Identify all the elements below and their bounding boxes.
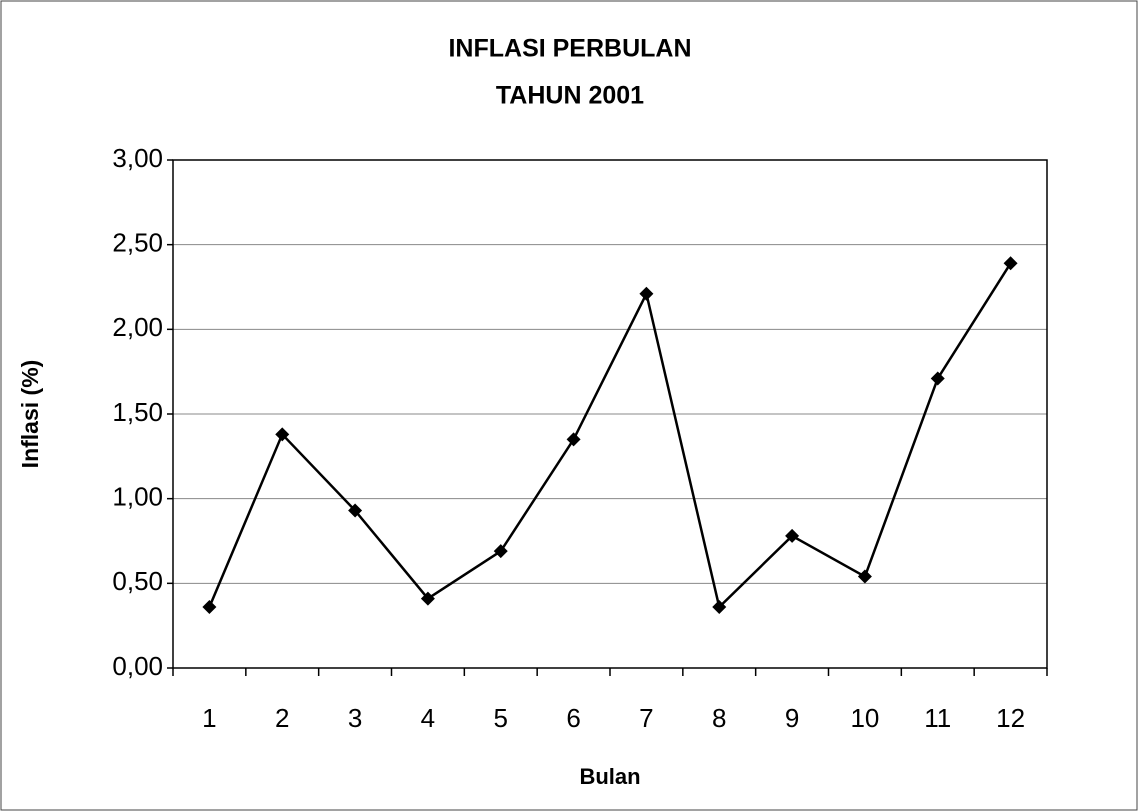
data-marker bbox=[712, 600, 727, 615]
y-tick-label: 0,00 bbox=[112, 651, 163, 681]
x-tick-label: 11 bbox=[924, 703, 951, 733]
data-marker bbox=[275, 427, 290, 442]
data-marker bbox=[1003, 256, 1018, 271]
y-tick-label: 2,00 bbox=[112, 312, 163, 342]
y-tick-label: 2,50 bbox=[112, 228, 163, 258]
x-tick-label: 8 bbox=[712, 703, 726, 733]
y-axis-label: Inflasi (%) bbox=[17, 360, 43, 469]
data-marker bbox=[493, 544, 508, 559]
data-line bbox=[208, 262, 1012, 610]
data-marker bbox=[930, 371, 945, 386]
y-tick-label: 3,00 bbox=[112, 143, 163, 173]
x-tick-label: 6 bbox=[566, 703, 580, 733]
x-tick-label: 10 bbox=[850, 703, 879, 733]
x-tick-label: 2 bbox=[275, 703, 289, 733]
chart-subtitle: TAHUN 2001 bbox=[496, 82, 644, 110]
x-tick-label: 3 bbox=[348, 703, 362, 733]
x-tick-label: 5 bbox=[494, 703, 508, 733]
x-tick-label: 4 bbox=[421, 703, 435, 733]
data-marker bbox=[420, 591, 435, 606]
y-tick-label: 0,50 bbox=[112, 566, 163, 596]
data-marker bbox=[348, 503, 363, 518]
x-tick-label: 7 bbox=[639, 703, 653, 733]
y-tick-label: 1,00 bbox=[112, 482, 163, 512]
x-tick-label: 9 bbox=[785, 703, 799, 733]
x-tick-label: 1 bbox=[202, 703, 216, 733]
chart-title: INFLASI PERBULAN bbox=[448, 35, 691, 63]
data-marker bbox=[857, 569, 872, 584]
data-marker bbox=[566, 432, 581, 447]
x-tick-label: 12 bbox=[996, 703, 1025, 733]
data-marker bbox=[202, 600, 217, 615]
data-marker bbox=[785, 528, 800, 543]
x-axis-label: Bulan bbox=[579, 764, 640, 789]
data-marker bbox=[639, 286, 654, 301]
y-tick-label: 1,50 bbox=[112, 397, 163, 427]
